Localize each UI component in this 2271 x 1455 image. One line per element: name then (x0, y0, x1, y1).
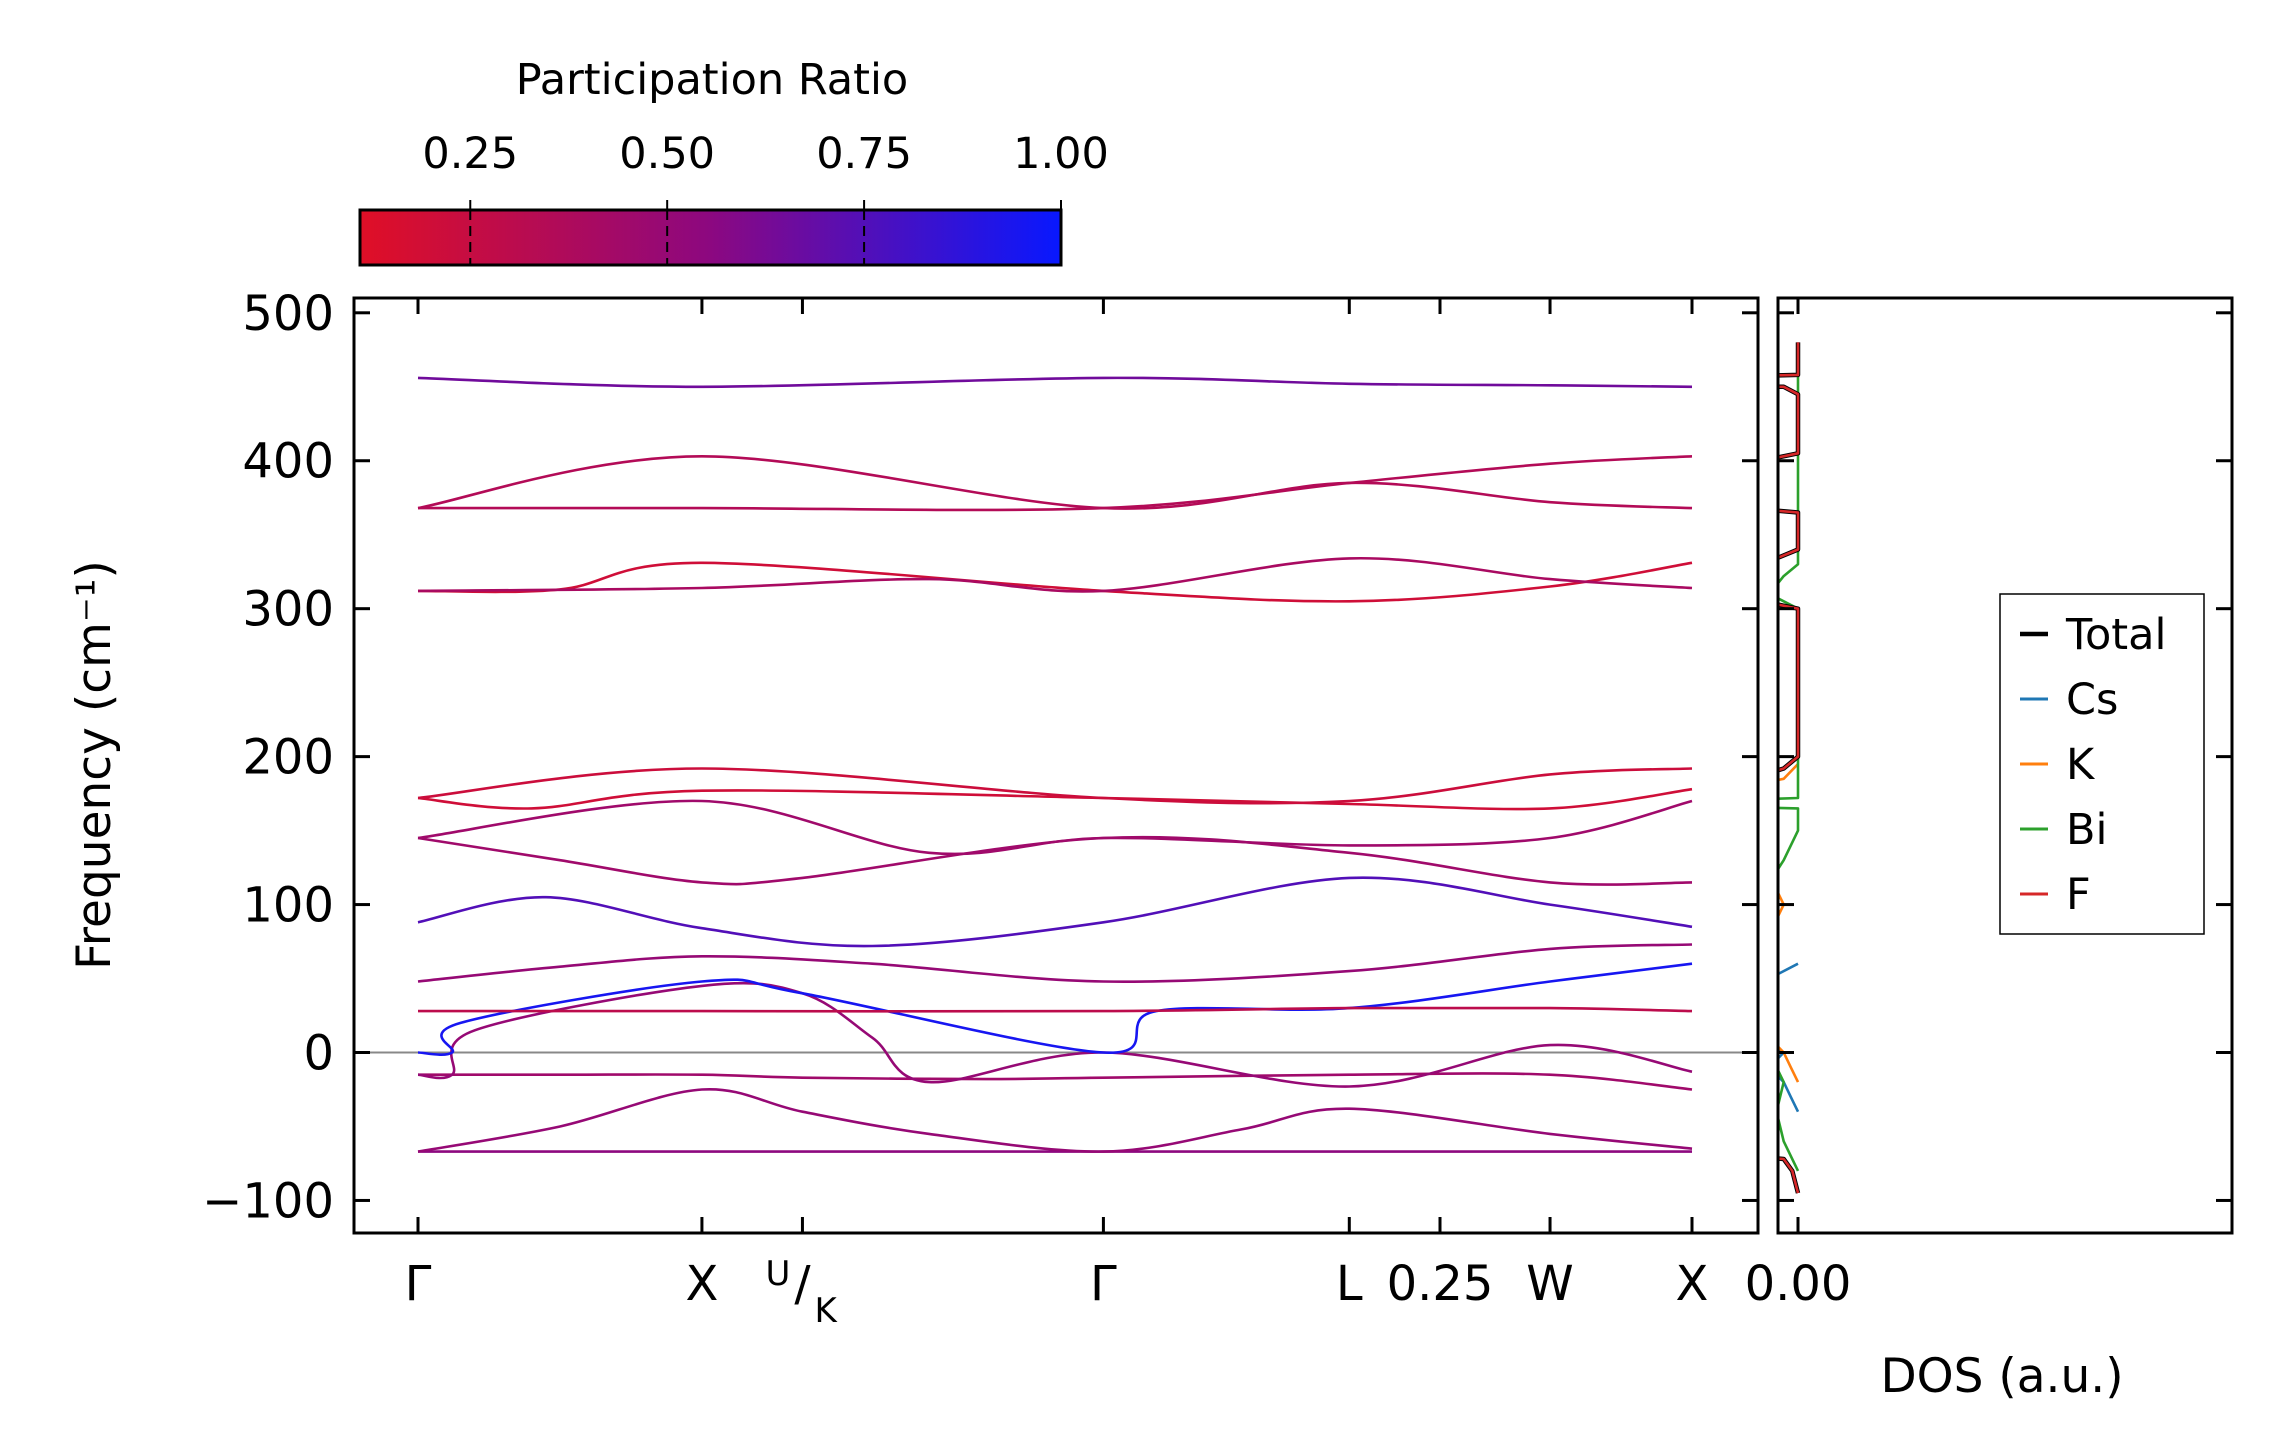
dos-x-ticks: 0.00 0.25 (1387, 298, 1852, 1312)
band-line-band-13 (417, 561, 1693, 603)
band-line-band-6 (418, 1006, 1693, 1013)
dos-x-tick-label: 0.25 (1387, 1256, 1494, 1312)
colorbar-tick-label: 0.75 (816, 129, 912, 179)
plot-frame (352, 296, 1760, 1235)
band-line-band-14 (417, 556, 1693, 593)
y-axis-ticks: −100 0 100 200 300 400 500 (202, 286, 1758, 1229)
band-line-band-3 (418, 1072, 1693, 1091)
x-tick-label-part: K (814, 1291, 838, 1331)
x-tick-label: L (1336, 1256, 1363, 1312)
band-line-band-2 (417, 1087, 1693, 1153)
y-tick-label: 0 (303, 1026, 334, 1082)
y-tick-label: 200 (242, 730, 334, 786)
y-tick-label: 100 (242, 878, 334, 934)
x-tick-label-part: U (766, 1254, 791, 1294)
x-tick-label: W (1526, 1256, 1573, 1312)
band-line-band-16 (417, 454, 1693, 510)
x-tick-label: X (1676, 1256, 1709, 1312)
colorbar-ticks: 0.25 0.50 0.75 1.00 (422, 129, 1109, 265)
band-line-band-5 (417, 962, 1693, 1056)
dos-x-tick-label: 0.00 (1745, 1256, 1852, 1312)
legend: Total Cs K Bi F (1999, 593, 2205, 935)
legend-label: Bi (2066, 805, 2107, 855)
legend-label: Cs (2066, 675, 2118, 725)
x-tick-label: Γ (405, 1256, 432, 1312)
legend-label: Total (2065, 610, 2166, 660)
legend-label: K (2066, 740, 2096, 790)
band-line-band-4 (417, 981, 1693, 1088)
dos-x-axis-label: DOS (a.u.) (1880, 1349, 2123, 1404)
dos-curve-bi (1778, 372, 1800, 1172)
band-line-band-9 (417, 835, 1693, 886)
colorbar-tick-label: 0.25 (422, 129, 518, 179)
x-tick-label: X (685, 1256, 718, 1312)
band-line-band-8 (417, 876, 1693, 948)
dos-panel: 0.00 0.25 DOS (a.u.) Total Cs K Bi F (1387, 296, 2234, 1404)
y-axis-label: Frequency (cm⁻¹) (67, 560, 122, 970)
band-line-band-12 (417, 767, 1693, 805)
x-tick-label: Γ (1090, 1256, 1117, 1312)
colorbar-tick-label: 1.00 (1013, 129, 1109, 179)
colorbar-title: Participation Ratio (516, 55, 909, 105)
colorbar-gradient (358, 208, 1063, 267)
legend-label: F (2066, 870, 2091, 920)
colorbar-tick-label: 0.50 (619, 129, 715, 179)
x-tick-label: U / K (766, 1254, 839, 1331)
y-tick-label: 500 (242, 286, 334, 342)
x-axis-ticks: Γ X U / K Γ L W X (405, 298, 1709, 1331)
band-line-band-17 (417, 376, 1693, 389)
dos-frame (1776, 296, 2234, 1235)
band-structure-panel: −100 0 100 200 300 400 500 Γ X U / K Γ L W X Frequency… (67, 286, 1760, 1331)
band-line-band-15 (417, 455, 1693, 512)
colorbar: Participation Ratio 0.25 0.50 0.75 1.00 (358, 55, 1109, 267)
y-tick-label: 300 (242, 582, 334, 638)
band-line-band-10 (417, 799, 1693, 856)
band-line-band-7 (417, 943, 1693, 983)
dos-y-ticks (1778, 311, 2232, 1202)
y-tick-label: 400 (242, 434, 334, 490)
bands (417, 376, 1693, 1153)
dos-curve-k (1778, 763, 1800, 1083)
dos-curves (1778, 342, 1801, 1194)
y-tick-label: −100 (202, 1173, 334, 1229)
x-tick-label-slash: / (794, 1256, 811, 1312)
